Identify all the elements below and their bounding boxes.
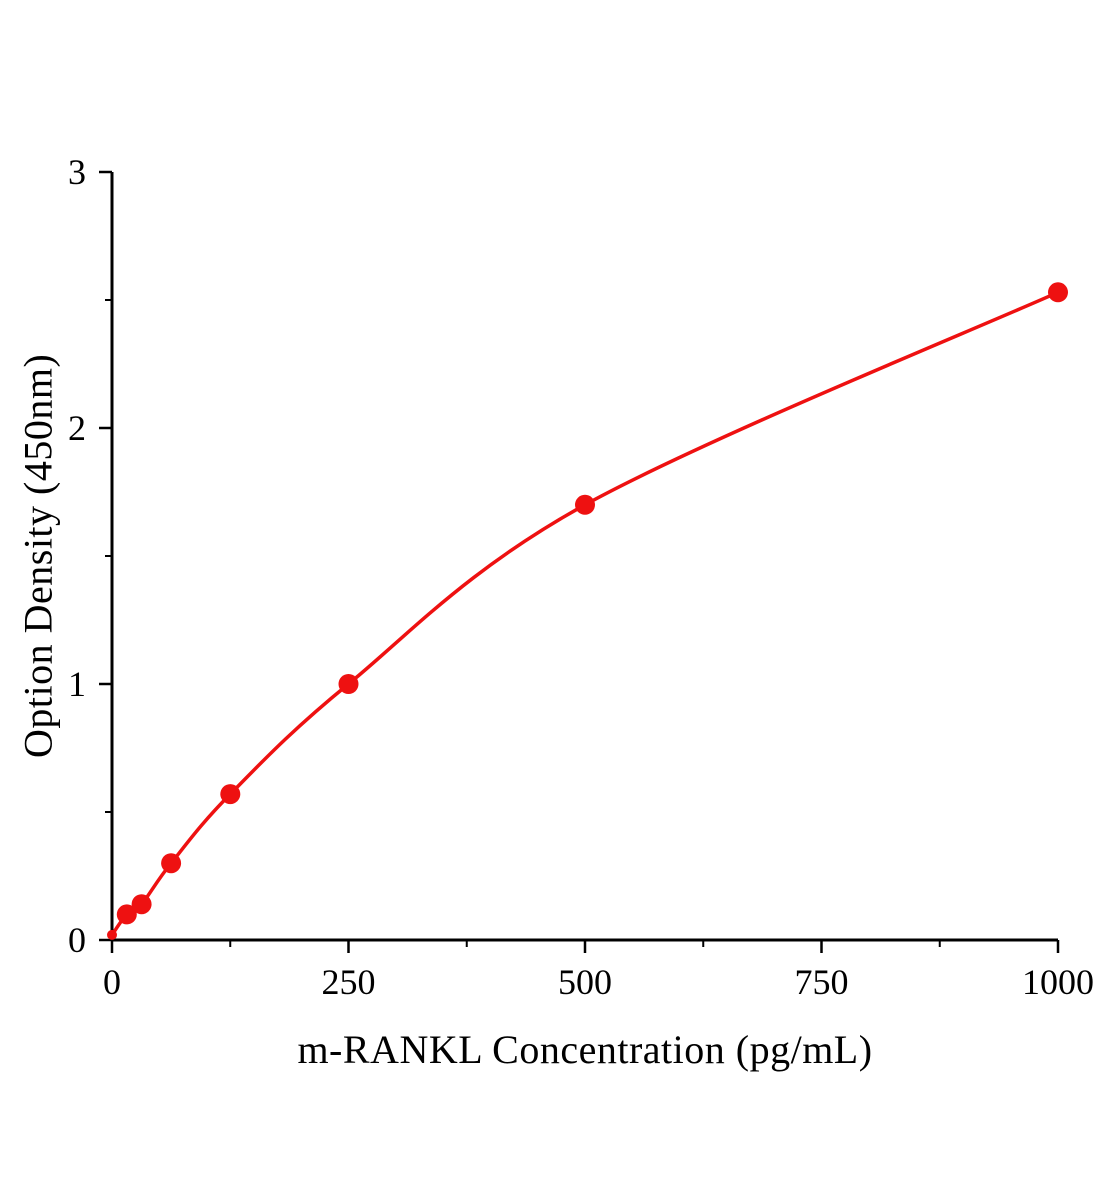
x-tick-label: 0	[103, 962, 121, 1002]
data-point-marker	[161, 853, 182, 874]
data-point-marker	[1048, 282, 1068, 303]
y-tick-label: 1	[68, 664, 86, 704]
x-tick-label: 500	[558, 962, 612, 1002]
x-axis-title: m-RANKL Concentration (pg/mL)	[297, 1027, 873, 1072]
standard-curve-line	[110, 290, 1060, 937]
data-point-marker	[131, 894, 152, 915]
data-point-marker	[220, 784, 241, 805]
data-point-marker	[107, 929, 117, 940]
y-axis-title: Option Density (450nm)	[15, 353, 61, 759]
y-tick-label: 0	[68, 920, 86, 960]
data-point-marker	[338, 674, 359, 694]
x-tick-label: 750	[795, 962, 849, 1002]
y-tick-label: 3	[68, 152, 86, 192]
data-point-marker	[116, 904, 137, 925]
y-tick-label: 2	[68, 408, 86, 448]
x-tick-label: 1000	[1022, 962, 1094, 1002]
x-tick-label: 250	[322, 962, 376, 1002]
data-point-marker	[575, 494, 595, 515]
